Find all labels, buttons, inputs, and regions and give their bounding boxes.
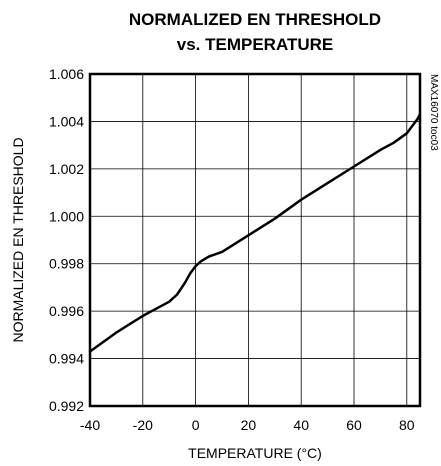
plot-frame [88, 72, 422, 408]
y-tick-label: 0.996 [49, 303, 84, 319]
x-tick-labels: -40 -20 0 20 40 60 80 [80, 417, 415, 433]
y-tick-labels: 0.992 0.994 0.996 0.998 1.000 1.002 1.004 1.006 [49, 66, 84, 414]
chart-title-line-2: vs. TEMPERATURE [177, 35, 334, 54]
x-tick-label: 0 [192, 417, 200, 433]
part-number-label: MAX16070 toc03 [428, 74, 439, 151]
x-tick-label: 80 [399, 417, 415, 433]
x-tick-label: -40 [80, 417, 100, 433]
grid-lines [90, 74, 420, 406]
x-tick-label: -20 [133, 417, 153, 433]
x-tick-label: 40 [293, 417, 309, 433]
series-line [88, 113, 422, 353]
y-axis-label: NORMALIZED EN THRESHOLD [10, 137, 26, 342]
y-tick-label: 1.006 [49, 66, 84, 82]
y-tick-label: 1.002 [49, 161, 84, 177]
y-tick-label: 1.004 [49, 113, 84, 129]
y-tick-label: 0.992 [49, 398, 84, 414]
x-tick-label: 60 [346, 417, 362, 433]
y-tick-label: 0.998 [49, 256, 84, 272]
x-axis-label: TEMPERATURE (°C) [188, 445, 322, 461]
y-tick-label: 0.994 [49, 351, 84, 367]
chart-title-line-1: NORMALIZED EN THRESHOLD [129, 10, 381, 29]
x-tick-label: 20 [241, 417, 257, 433]
y-tick-label: 1.000 [49, 208, 84, 224]
